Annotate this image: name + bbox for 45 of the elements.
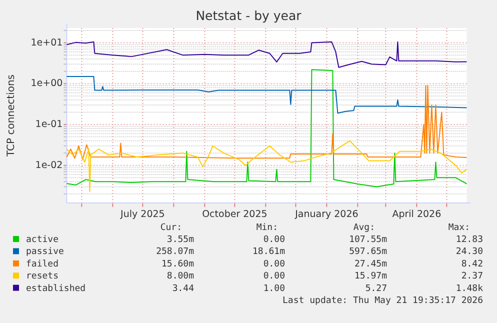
y-tick-label: 1e+00	[30, 78, 63, 90]
y-tick-label: 1e-01	[35, 119, 63, 130]
text: Avg:	[353, 223, 375, 233]
x-tick-label: January 2026	[294, 209, 358, 220]
text: 0.00	[263, 235, 285, 245]
text: 1.00	[263, 284, 285, 294]
line-series	[66, 41, 468, 68]
text: 597.65m	[349, 247, 387, 258]
text: 15.60m	[161, 259, 194, 270]
y-tick-label: 1e-02	[35, 160, 63, 171]
text: 3.44	[172, 284, 194, 294]
y-tick-label: 1e+01	[30, 37, 63, 48]
text: 15.97m	[354, 272, 387, 282]
text: Min:	[256, 223, 278, 233]
line-series	[66, 69, 468, 188]
text: Last update: Thu May 21 19:35:17 2026	[282, 296, 483, 306]
text: Max:	[448, 223, 470, 233]
text: 24.30	[456, 247, 483, 258]
text: 1.48k	[456, 284, 484, 294]
legend-label: resets	[26, 272, 59, 282]
text: 5.27	[365, 284, 387, 294]
legend-label: active	[26, 235, 59, 245]
text: 0.00	[263, 272, 285, 282]
y-axis-title: TCP connections	[6, 74, 17, 158]
text: 8.00m	[166, 272, 194, 282]
text: 3.55m	[166, 235, 194, 245]
text: 27.45m	[354, 259, 387, 270]
legend-label: established	[26, 284, 86, 294]
text: 2.37	[461, 272, 483, 282]
text: Cur:	[160, 223, 182, 233]
legend-label: passive	[26, 247, 64, 258]
line-series	[66, 76, 468, 114]
chart-title: Netstat - by year	[196, 8, 302, 23]
text: 107.55m	[349, 235, 387, 245]
x-tick-label: October 2025	[202, 209, 268, 220]
text: 18.61m	[252, 247, 285, 258]
text: 0.00	[263, 259, 285, 270]
text: 12.83	[456, 235, 483, 245]
line-series	[66, 85, 468, 160]
legend-label: failed	[26, 259, 59, 270]
x-tick-label: July 2025	[120, 209, 165, 220]
x-tick-label: April 2026	[392, 209, 442, 220]
line-series	[66, 140, 468, 192]
text: 8.42	[461, 259, 483, 270]
text: 258.07m	[156, 247, 194, 258]
